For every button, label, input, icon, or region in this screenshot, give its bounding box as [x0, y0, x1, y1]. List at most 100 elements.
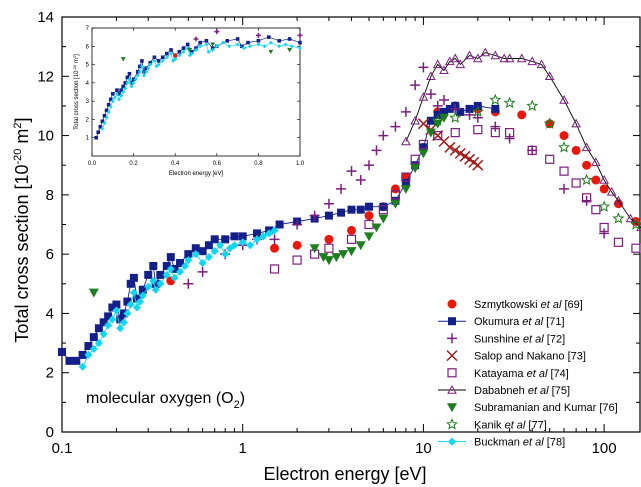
data-point-sunshine — [378, 130, 389, 141]
inset-data-point-buckman — [142, 73, 146, 78]
inset-data-point-okumura — [125, 75, 130, 80]
data-point-subramanian-and-kumar — [378, 214, 389, 224]
data-point-buckman — [253, 235, 262, 244]
data-point-okumura — [162, 262, 171, 270]
inset-data-point-okumura — [181, 46, 186, 50]
data-point-sunshine — [355, 175, 366, 186]
legend-label-okumura: Okumura et al [71] — [474, 316, 565, 328]
inset-data-point-buckman — [123, 86, 128, 91]
data-point-dababneh — [490, 50, 501, 60]
annotation-molecular-oxygen: molecular oxygen (O2) — [86, 390, 245, 411]
inset-series-subramanian-and-kumar — [120, 42, 292, 62]
data-point-buckman — [181, 262, 190, 270]
data-point-kanik — [449, 111, 462, 123]
data-point-salop-and-nakano — [472, 159, 484, 171]
inset-data-point-okumura — [108, 97, 113, 102]
data-point-salop-and-nakano — [449, 144, 461, 156]
data-point-okumura — [445, 104, 454, 113]
inset-data-point-okumura — [160, 55, 165, 60]
data-point-katayama — [450, 128, 460, 138]
inset-data-point-okumura — [96, 130, 101, 135]
data-point-sunshine — [439, 95, 449, 105]
data-point-dababneh — [410, 115, 420, 125]
data-point-buckman — [144, 282, 153, 291]
inset-plot: 1 2 3 4 5 6 7 0.0 0.2 0.4 0.6 0.8 1.0 Electron energy… — [72, 26, 305, 177]
data-point-okumura — [204, 241, 213, 250]
inset-data-point-okumura — [100, 119, 105, 124]
x-tick-label: 1 — [239, 440, 247, 457]
data-point-okumura — [337, 208, 346, 217]
inset-data-point-okumura — [298, 40, 302, 45]
data-point-subramanian-and-kumar — [331, 253, 342, 263]
data-point-okumura — [94, 324, 103, 333]
data-point-sunshine — [410, 80, 421, 91]
data-point-buckman — [191, 250, 200, 259]
inset-data-point-buckman — [235, 42, 240, 47]
data-point-okumura — [129, 273, 138, 282]
inset-y-axis-title: Total cross section [10-20 m2] — [72, 54, 80, 130]
data-point-subramanian-and-kumar — [318, 253, 329, 263]
data-point-subramanian-and-kumar — [338, 250, 349, 260]
inset-data-point-buckman — [131, 80, 136, 85]
data-point-subramanian-and-kumar — [371, 223, 382, 233]
inset-data-point-buckman — [248, 44, 253, 49]
legend-entry-subramanian-and-kumar: Subramanian and Kumar [76] — [447, 402, 618, 414]
legend-entry-kanik: Kanik et al [77] — [446, 418, 547, 431]
y-tick-label: 12 — [37, 68, 54, 85]
inset-data-point-buckman — [106, 110, 111, 115]
data-point-dababneh — [581, 142, 592, 152]
inset-data-point-okumura — [156, 59, 161, 63]
data-point-sunshine — [527, 145, 538, 156]
data-point-okumura — [104, 312, 113, 321]
inset-data-point-okumura — [123, 81, 128, 85]
data-point-katayama — [613, 237, 624, 247]
data-point-okumura — [89, 333, 98, 342]
data-point-sunshine — [390, 121, 401, 132]
data-point-buckman — [84, 350, 93, 359]
series-subramanian-and-kumar — [88, 113, 449, 298]
data-point-okumura — [166, 253, 175, 262]
inset-y-tick-label: 5 — [86, 63, 90, 69]
x-tick-label: 10 — [415, 440, 432, 457]
data-point-subramanian-and-kumar — [346, 247, 357, 257]
inset-x-tick-label: 0.6 — [213, 161, 222, 167]
data-point-katayama — [545, 154, 555, 164]
legend-marker-dababneh — [447, 384, 457, 394]
data-point-sunshine — [490, 121, 501, 132]
inset-data-point-buckman — [117, 97, 122, 102]
inset-data-point-okumura — [287, 37, 292, 41]
inset-data-point-okumura — [144, 66, 148, 71]
data-point-okumura — [65, 356, 74, 365]
data-point-buckman — [151, 285, 160, 294]
data-point-dababneh — [426, 71, 436, 80]
inset-data-point-okumura — [131, 77, 136, 81]
data-point-buckman — [230, 241, 239, 250]
legend-label-dababneh: Dababneh et al [75] — [474, 385, 570, 397]
data-point-katayama — [571, 178, 581, 188]
inset-data-point-okumura — [235, 37, 240, 41]
inset-data-point-sunshine — [193, 36, 199, 42]
data-point-buckman — [204, 253, 213, 262]
data-point-dababneh — [527, 56, 538, 66]
legend-entry-buckman: Buckman et al [78] — [438, 437, 565, 449]
data-point-dababneh — [455, 59, 466, 69]
inset-y-tick-label: 2 — [86, 117, 90, 123]
data-point-dababneh — [401, 136, 411, 146]
inset-data-point-okumura — [111, 92, 115, 96]
inset-data-point-buckman — [262, 44, 267, 49]
data-point-szmytkowski — [270, 243, 280, 253]
inset-data-point-szmytkowski — [173, 53, 178, 58]
data-point-buckman — [123, 309, 132, 318]
x-axis-title: Electron energy [eV] — [263, 464, 426, 484]
data-point-dababneh — [450, 53, 461, 63]
inset-data-point-okumura — [121, 84, 125, 89]
data-point-kanik — [431, 114, 444, 126]
data-point-salop-and-nakano — [417, 118, 429, 130]
inset-data-point-okumura — [127, 71, 132, 76]
y-tick-label: 0 — [46, 424, 54, 441]
data-point-buckman — [119, 318, 128, 327]
data-point-sunshine — [400, 106, 411, 117]
inset-data-point-okumura — [169, 48, 173, 52]
data-point-okumura — [99, 318, 108, 327]
